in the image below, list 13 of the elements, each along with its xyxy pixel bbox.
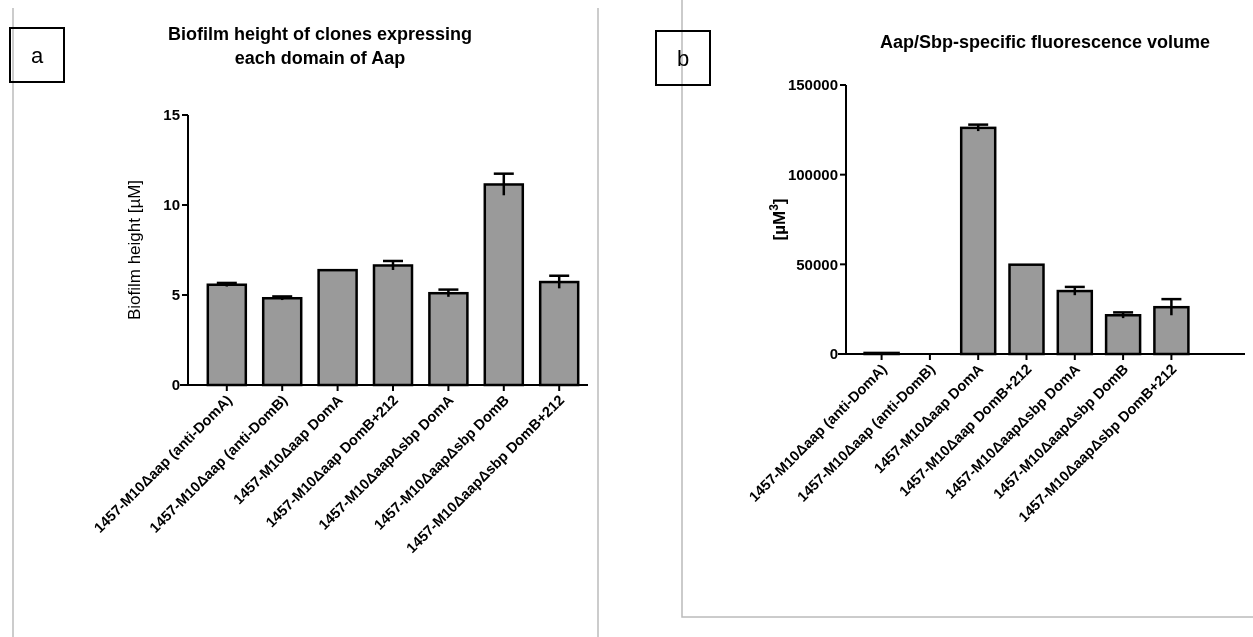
y-tick-label: 0 [171, 376, 180, 394]
y-tick-label: 100000 [787, 165, 838, 183]
y-axis-title: Biofilm height [µM] [125, 179, 144, 321]
chart-title: Aap/Sbp-specific fluorescence volume [880, 32, 1211, 52]
y-tick-label: 15 [163, 106, 180, 124]
y-tick-label: 5 [171, 286, 180, 304]
chart-title: Biofilm height of clones expressing each domain of Aap [167, 24, 473, 68]
text: a [30, 43, 44, 68]
y-tick-label: 50000 [796, 255, 838, 273]
y-tick-label: 150000 [787, 76, 838, 94]
y-tick-label: 10 [163, 196, 180, 214]
text: b [676, 46, 690, 71]
y-tick-label: 0 [829, 345, 838, 363]
